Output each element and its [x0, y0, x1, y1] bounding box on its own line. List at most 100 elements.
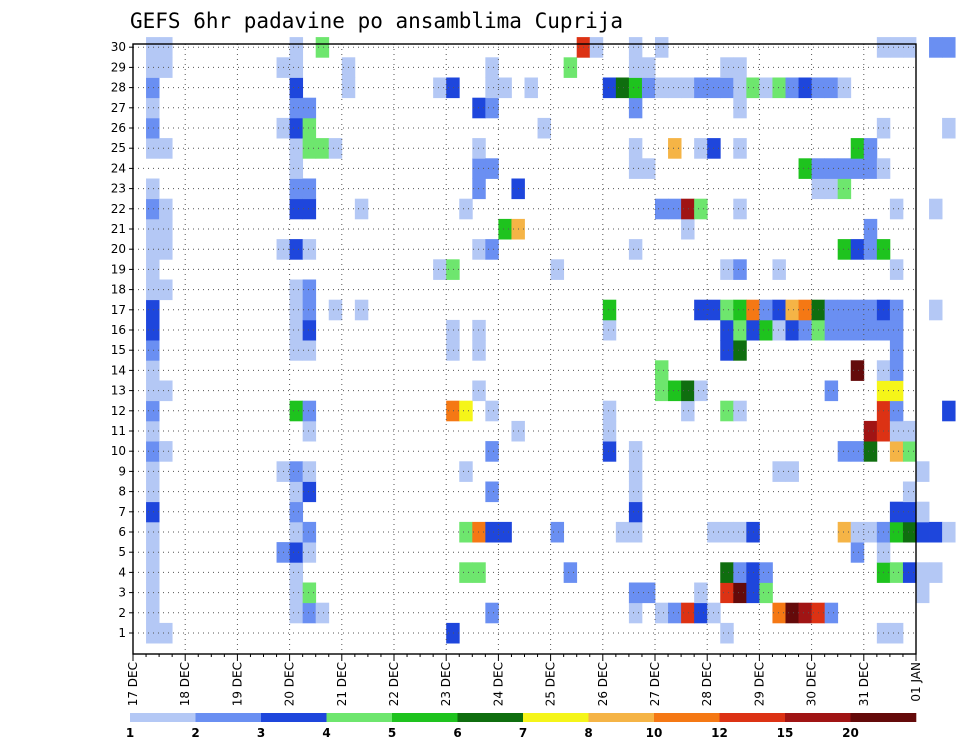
heatmap-cell — [824, 158, 839, 179]
heatmap-cell — [655, 360, 669, 381]
heatmap-cell — [889, 562, 904, 583]
heatmap-cell — [863, 319, 878, 341]
heatmap-cell — [485, 57, 499, 78]
heatmap-cell — [602, 319, 617, 341]
heatmap-cell — [472, 380, 486, 402]
heatmap-cell — [472, 562, 486, 583]
heatmap-cell — [146, 420, 160, 442]
heatmap-cell — [446, 77, 460, 99]
heatmap-cell — [850, 158, 865, 179]
heatmap-cell — [733, 340, 747, 361]
heatmap-cell — [889, 37, 904, 58]
heatmap-cell — [289, 117, 304, 139]
heatmap-cell — [668, 138, 682, 159]
x-tick-label: 21 DEC — [335, 662, 349, 706]
heatmap-cell — [889, 340, 904, 361]
heatmap-cell — [772, 259, 786, 280]
heatmap-cell — [916, 562, 930, 583]
heatmap-cell — [289, 521, 304, 543]
heatmap-cell — [472, 97, 486, 119]
heatmap-cell — [146, 239, 160, 260]
heatmap-cell — [159, 622, 173, 644]
heatmap-cell — [655, 37, 669, 58]
heatmap-cell — [485, 602, 499, 624]
heatmap-cell — [889, 319, 904, 341]
legend-label: 6 — [453, 726, 461, 740]
heatmap-cell — [615, 77, 630, 99]
heatmap-cell — [485, 400, 499, 422]
heatmap-cell — [302, 239, 317, 260]
heatmap-cell — [720, 77, 734, 99]
heatmap-cell — [302, 279, 317, 301]
heatmap-cell — [720, 319, 734, 341]
heatmap-cell — [289, 37, 304, 58]
heatmap-cell — [146, 340, 160, 361]
heatmap-cell — [733, 97, 747, 119]
heatmap-cell — [628, 441, 643, 462]
heatmap-cell — [628, 37, 643, 58]
heatmap-cell — [889, 622, 904, 644]
heatmap-cell — [929, 562, 943, 583]
legend-swatch — [654, 713, 720, 722]
heatmap-cell — [759, 77, 773, 99]
y-tick-label: 20 — [111, 242, 126, 256]
heatmap-cell — [602, 400, 617, 422]
heatmap-cell — [159, 57, 173, 78]
heatmap-cell — [146, 562, 160, 583]
y-tick-label: 6 — [118, 525, 126, 539]
y-tick-label: 28 — [111, 81, 126, 95]
heatmap-cell — [628, 461, 643, 482]
heatmap-cell — [446, 259, 460, 280]
chart-title: GEFS 6hr padavine po ansamblima Cuprija — [130, 9, 623, 33]
heatmap-cell — [681, 77, 695, 99]
heatmap-cell — [824, 319, 839, 341]
heatmap-cell — [446, 622, 460, 644]
heatmap-cell — [472, 239, 486, 260]
heatmap-cell — [146, 441, 160, 462]
heatmap-cell — [916, 521, 930, 543]
heatmap-cell — [837, 299, 852, 321]
heatmap-cell — [837, 178, 852, 200]
heatmap-cell — [302, 138, 317, 159]
heatmap-cell — [302, 97, 317, 119]
heatmap-cell — [733, 562, 747, 583]
heatmap-cell — [289, 582, 304, 604]
legend-label: 10 — [646, 726, 663, 740]
heatmap-cell — [537, 117, 551, 139]
heatmap-cell — [824, 380, 839, 402]
heatmap-cell — [159, 279, 173, 301]
heatmap-cell — [628, 501, 643, 523]
heatmap-cell — [720, 562, 734, 583]
heatmap-cell — [655, 77, 669, 99]
x-tick-label: 31 DEC — [857, 662, 871, 706]
heatmap-cell — [302, 602, 317, 624]
heatmap-cell — [942, 400, 956, 422]
heatmap-cell — [328, 138, 343, 159]
heatmap-cell — [694, 198, 708, 220]
y-tick-label: 23 — [111, 182, 126, 196]
y-tick-label: 13 — [111, 384, 126, 398]
heatmap-cell — [798, 158, 812, 179]
heatmap-cell — [628, 481, 643, 503]
heatmap-cell — [472, 178, 486, 200]
x-tick-label: 18 DEC — [178, 662, 192, 706]
heatmap-cell — [798, 602, 812, 624]
heatmap-cell — [929, 521, 943, 543]
y-tick-label: 24 — [111, 161, 126, 175]
legend-label: 20 — [842, 726, 859, 740]
y-tick-label: 27 — [111, 101, 126, 115]
heatmap-cell — [863, 521, 878, 543]
heatmap-cell — [602, 299, 617, 321]
heatmap-cell — [733, 582, 747, 604]
legend-swatch — [326, 713, 393, 722]
heatmap-cell — [929, 198, 943, 220]
heatmap-cell — [146, 77, 160, 99]
heatmap-cells — [146, 37, 956, 644]
heatmap-cell — [772, 319, 786, 341]
heatmap-cell — [837, 239, 852, 260]
heatmap-cell — [720, 400, 734, 422]
heatmap-cell — [916, 461, 930, 482]
y-tick-label: 10 — [111, 444, 126, 458]
y-tick-label: 19 — [111, 262, 126, 276]
heatmap-cell — [628, 582, 643, 604]
